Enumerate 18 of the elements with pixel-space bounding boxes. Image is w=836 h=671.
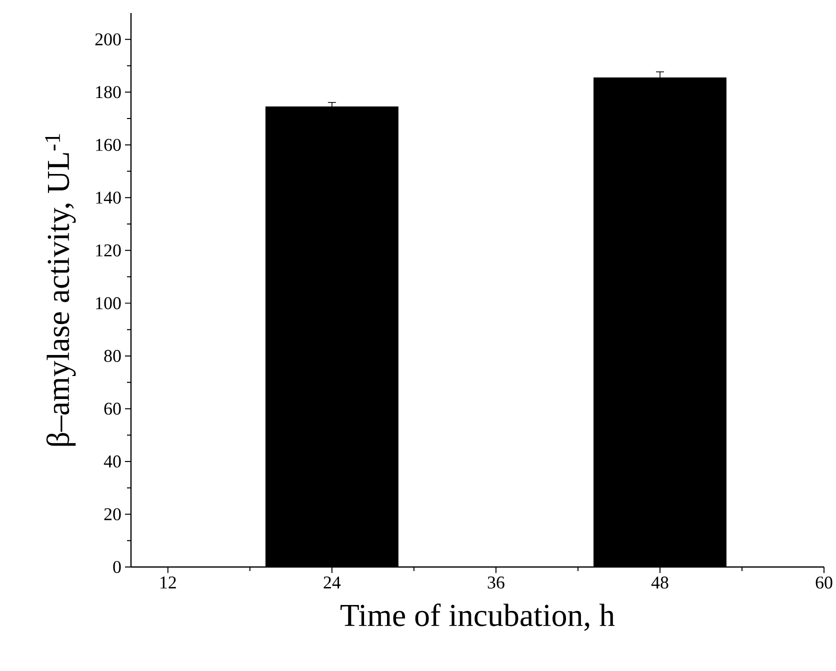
y-tick-label: 180 bbox=[96, 86, 121, 98]
y-tick-label: 20 bbox=[104, 508, 121, 520]
y-tick-label: 160 bbox=[96, 138, 121, 151]
y-tick-label: 100 bbox=[96, 297, 121, 310]
y-axis-title: β–amylase activity, UL$^{-1}$ bbox=[45, 134, 76, 446]
x-tick-label: 36 bbox=[488, 576, 504, 589]
x-tick-label: 24 bbox=[324, 576, 341, 588]
y-tick-label: 120 bbox=[96, 244, 121, 256]
x-tick-label: 48 bbox=[651, 576, 668, 589]
x-axis-title: Time of incubation, h bbox=[340, 603, 615, 631]
y-tick-label: 140 bbox=[96, 192, 121, 204]
y-tick-label: 40 bbox=[104, 455, 121, 468]
y-tick-label: 60 bbox=[104, 402, 121, 415]
y-tick-label: 80 bbox=[104, 350, 121, 362]
y-tick-label: 200 bbox=[95, 33, 121, 46]
x-tick-label: 60 bbox=[816, 576, 832, 589]
y-tick-label: 0 bbox=[113, 560, 121, 574]
x-tick-label: 12 bbox=[160, 576, 176, 588]
